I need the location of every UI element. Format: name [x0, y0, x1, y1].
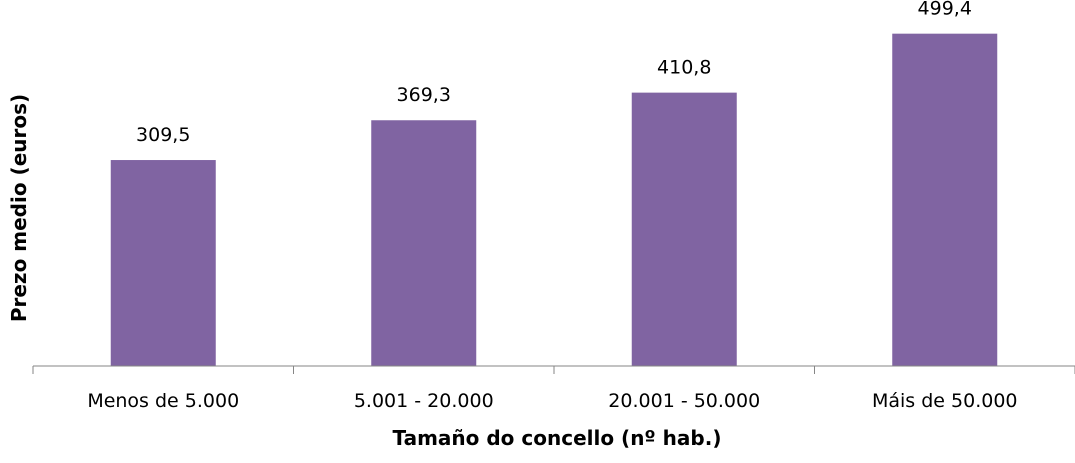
x-axis-title: Tamaño do concello (nº hab.): [393, 426, 722, 450]
bar: [631, 92, 737, 366]
data-label: 369,3: [397, 84, 451, 106]
category-label: 20.001 - 50.000: [608, 390, 760, 412]
category-label: 5.001 - 20.000: [354, 390, 494, 412]
data-label: 410,8: [657, 57, 711, 79]
y-axis-title: Prezo medio (euros): [7, 94, 31, 322]
category-label: Máis de 50.000: [872, 390, 1018, 412]
bar: [892, 33, 998, 367]
bar: [371, 120, 477, 366]
data-label: 309,5: [136, 124, 190, 146]
category-label: Menos de 5.000: [87, 390, 239, 412]
bar: [110, 160, 216, 366]
data-label: 499,4: [918, 0, 972, 20]
